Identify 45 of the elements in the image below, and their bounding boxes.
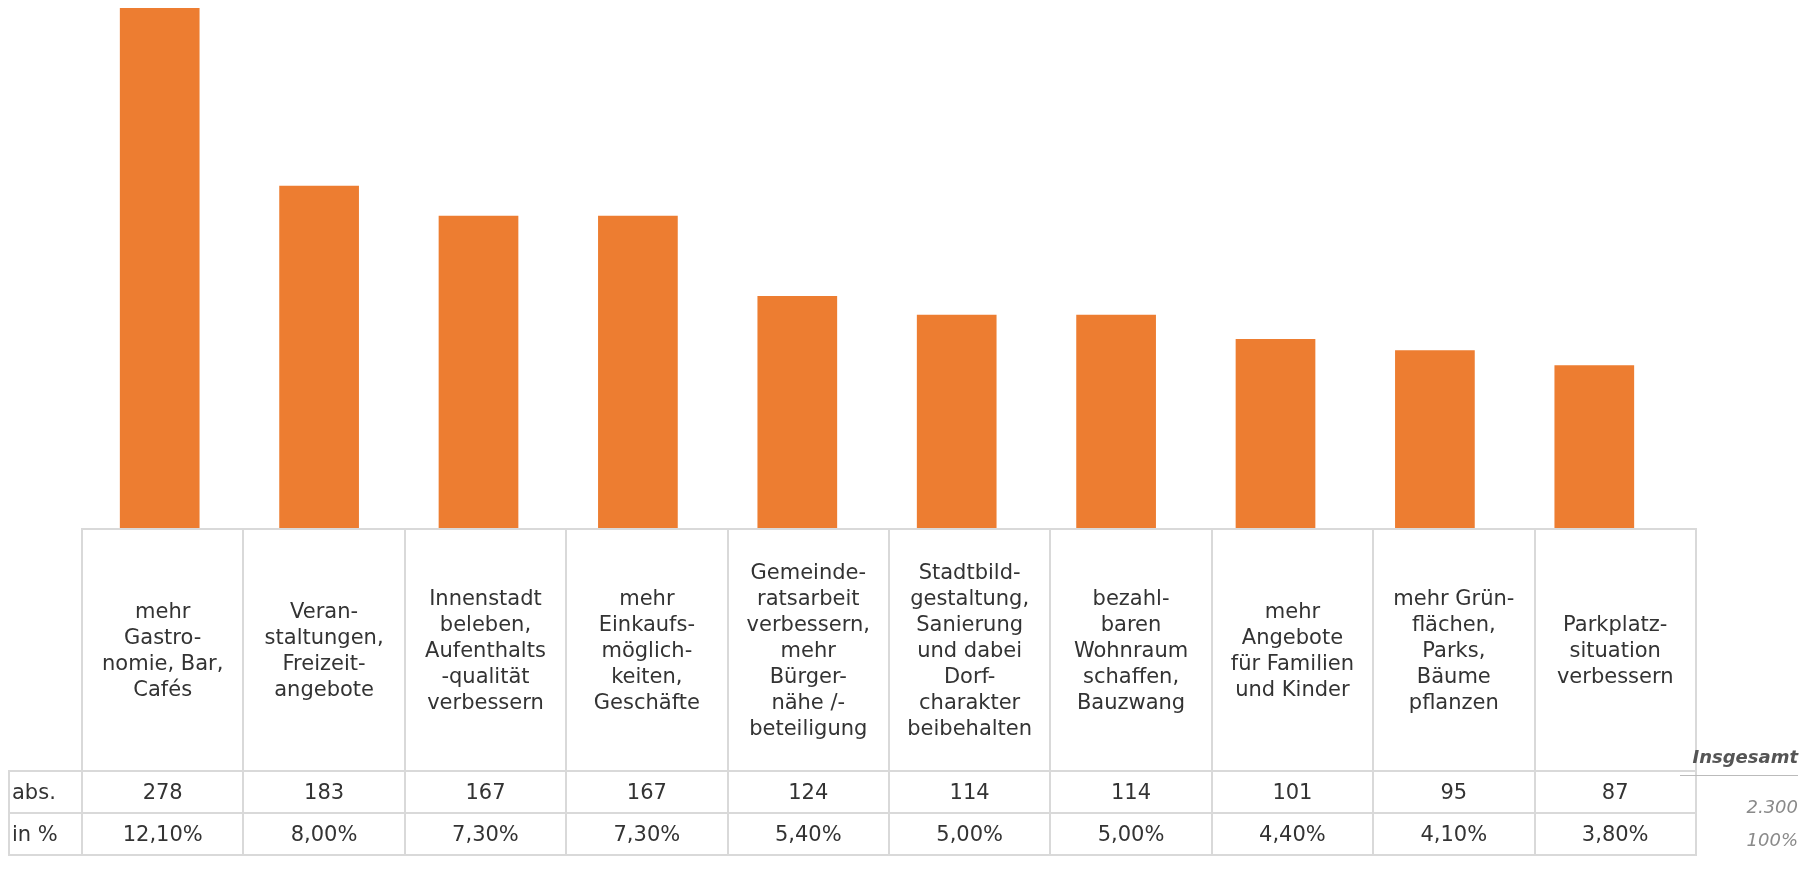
bar [1235,339,1316,528]
bar [757,296,838,528]
x-tick-label: mehr Angebote für Familien und Kinder [1211,529,1374,771]
text: 8,00% [243,813,405,855]
bar [1554,365,1635,528]
data-label: 95 [1373,771,1535,813]
data-label: 114 [888,771,1051,813]
bar [279,185,359,528]
data-label: 124 [727,771,889,813]
text: Insgesamt [1680,746,1798,776]
bar [1076,314,1156,528]
text: 5,40% [727,813,889,855]
text: 5,00% [1050,813,1212,855]
text: 4,40% [1211,813,1374,855]
bar [438,215,519,528]
bar [916,314,997,528]
data-label: 183 [243,771,405,813]
text: 2.300 [1745,796,1798,817]
x-tick-label: Innenstadt beleben, Aufenthalts -qualität verbessern [404,529,567,771]
text: 4,10% [1373,813,1535,855]
x-tick-label: bezahl- baren Wohnraum schaffen, Bauzwang [1050,529,1212,771]
x-tick-label: mehr Grün- flächen, Parks, Bäume pflanzen [1373,529,1535,771]
text: 100% [1745,829,1798,850]
data-label: 167 [566,771,728,813]
x-tick-label: Stadtbild- gestaltung, Sanierung und dabei Dorf- charakter beibehalten [888,529,1051,771]
text: 7,30% [404,813,567,855]
x-tick-label: Gemeinde- ratsarbeit verbessern, mehr Bürger- nähe /- beteiligung [727,529,889,771]
bar [1395,350,1475,528]
data-label: 101 [1211,771,1374,813]
text: 3,80% [1534,813,1696,855]
data-label: 114 [1050,771,1212,813]
text: 5,00% [888,813,1051,855]
data-label: 87 [1534,771,1696,813]
text: 12,10% [82,813,244,855]
bar [119,8,200,528]
data-label: 167 [404,771,567,813]
bar [598,215,678,528]
text: in % [9,813,82,855]
x-tick-label: Veran- staltungen, Freizeit- angebote [243,529,405,771]
data-label: 278 [82,771,244,813]
text: abs. [9,771,82,813]
x-tick-label: Parkplatz- situation verbessern [1556,612,1674,688]
x-tick-label: mehr Gastro- nomie, Bar, Cafés [82,529,244,771]
x-tick-label: mehr Einkaufs- möglich- keiten, Geschäfte [566,529,728,771]
text: 7,30% [566,813,728,855]
